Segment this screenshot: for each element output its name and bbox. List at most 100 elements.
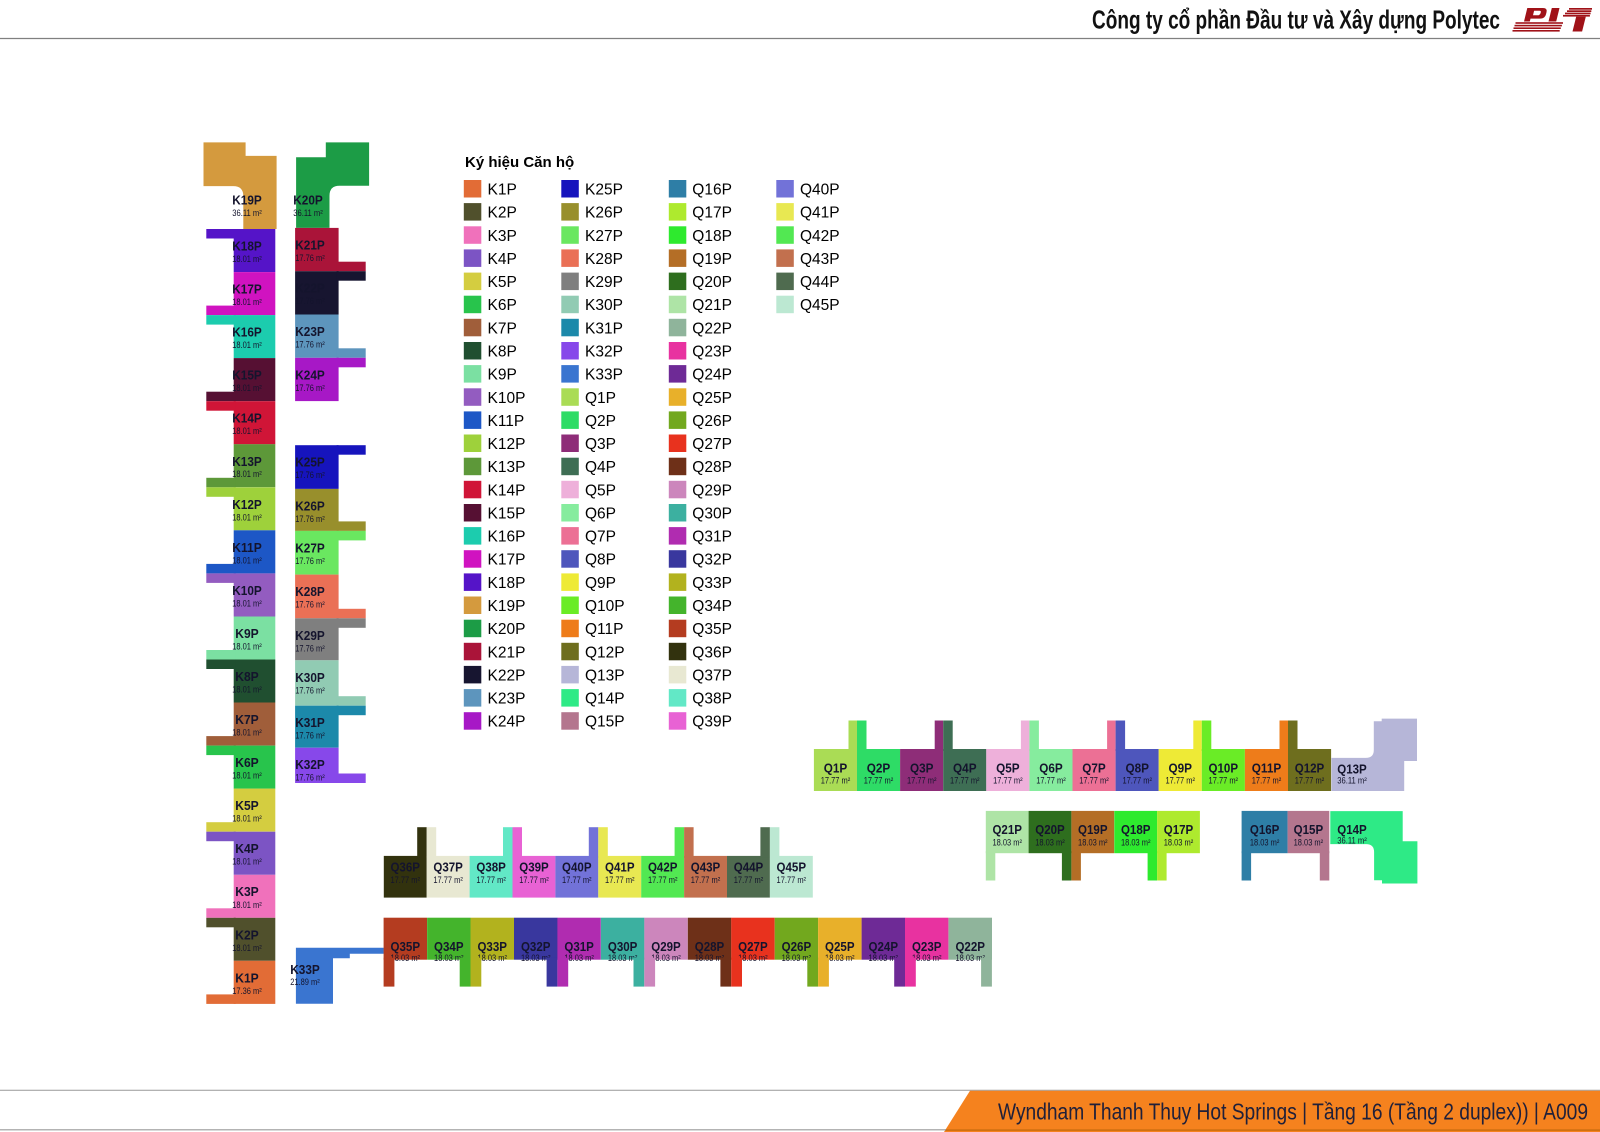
svg-text:18.03 m²: 18.03 m² (738, 953, 768, 963)
svg-text:Ký hiệu Căn hộ: Ký hiệu Căn hộ (465, 154, 574, 171)
svg-text:17.76 m²: 17.76 m² (295, 773, 325, 783)
svg-text:Q36P: Q36P (390, 861, 420, 875)
svg-text:17.77 m²: 17.77 m² (1079, 776, 1109, 786)
svg-text:18.03 m²: 18.03 m² (1250, 838, 1280, 848)
svg-text:K6P: K6P (235, 756, 259, 770)
svg-text:Q24P: Q24P (692, 367, 732, 384)
svg-text:Q10P: Q10P (585, 598, 625, 615)
svg-text:Q19P: Q19P (692, 251, 732, 268)
svg-text:K3P: K3P (488, 228, 517, 245)
svg-text:K11P: K11P (488, 413, 525, 430)
svg-text:Q20P: Q20P (692, 274, 732, 291)
svg-text:K14P: K14P (232, 412, 262, 426)
svg-text:K10P: K10P (232, 584, 262, 598)
svg-text:Q38P: Q38P (692, 691, 732, 708)
svg-text:Q31P: Q31P (692, 529, 732, 546)
svg-text:17.77 m²: 17.77 m² (390, 875, 420, 885)
svg-text:17.76 m²: 17.76 m² (295, 514, 325, 524)
svg-text:Q28P: Q28P (695, 940, 725, 954)
svg-text:K18P: K18P (488, 575, 526, 592)
svg-text:Q1P: Q1P (824, 762, 848, 776)
svg-text:K18P: K18P (232, 240, 262, 254)
svg-text:18.03 m²: 18.03 m² (782, 953, 812, 963)
svg-text:Q30P: Q30P (692, 506, 732, 523)
svg-text:Q40P: Q40P (562, 861, 592, 875)
svg-text:Q16P: Q16P (692, 182, 732, 199)
svg-text:K25P: K25P (585, 182, 623, 199)
svg-text:18.01 m²: 18.01 m² (232, 555, 262, 565)
svg-text:Q35P: Q35P (692, 621, 732, 638)
svg-text:17.77 m²: 17.77 m² (864, 776, 894, 786)
svg-text:17.77 m²: 17.77 m² (1252, 776, 1282, 786)
svg-text:18.01 m²: 18.01 m² (232, 943, 262, 953)
svg-text:K20P: K20P (293, 194, 323, 208)
svg-text:K21P: K21P (295, 238, 325, 252)
svg-text:K2P: K2P (488, 205, 517, 222)
svg-text:Q45P: Q45P (800, 297, 840, 314)
svg-text:Q32P: Q32P (521, 940, 551, 954)
svg-text:Q27P: Q27P (692, 436, 732, 453)
svg-text:Q22P: Q22P (692, 320, 732, 337)
svg-text:Q32P: Q32P (692, 552, 732, 569)
svg-text:Q44P: Q44P (734, 861, 764, 875)
svg-text:Q26P: Q26P (782, 940, 812, 954)
svg-text:Q7P: Q7P (1082, 762, 1106, 776)
svg-text:Q37P: Q37P (433, 861, 463, 875)
svg-text:18.03 m²: 18.03 m² (521, 953, 551, 963)
svg-text:K8P: K8P (488, 344, 517, 361)
svg-text:17.76 m²: 17.76 m² (295, 600, 325, 610)
svg-text:Q16P: Q16P (1250, 823, 1280, 837)
svg-text:18.03 m²: 18.03 m² (869, 953, 899, 963)
svg-text:K12P: K12P (232, 498, 262, 512)
svg-text:Q2P: Q2P (585, 413, 616, 430)
svg-text:K14P: K14P (488, 482, 526, 499)
svg-text:18.03 m²: 18.03 m² (992, 838, 1022, 848)
svg-text:18.03 m²: 18.03 m² (608, 953, 638, 963)
svg-text:18.03 m²: 18.03 m² (391, 953, 421, 963)
svg-text:Q29P: Q29P (692, 482, 732, 499)
svg-text:17.76 m²: 17.76 m² (295, 296, 325, 306)
svg-text:Q44P: Q44P (800, 274, 840, 291)
svg-text:17.76 m²: 17.76 m² (295, 340, 325, 350)
svg-text:18.01 m²: 18.01 m² (232, 728, 262, 738)
svg-text:18.01 m²: 18.01 m² (232, 512, 262, 522)
svg-text:17.77 m²: 17.77 m² (476, 875, 506, 885)
svg-text:18.01 m²: 18.01 m² (232, 642, 262, 652)
svg-text:Q41P: Q41P (605, 861, 635, 875)
svg-text:18.03 m²: 18.03 m² (825, 953, 855, 963)
svg-text:17.77 m²: 17.77 m² (691, 875, 721, 885)
svg-text:K28P: K28P (295, 585, 325, 599)
svg-text:K13P: K13P (232, 455, 262, 469)
svg-text:17.77 m²: 17.77 m² (519, 875, 549, 885)
svg-text:K16P: K16P (488, 529, 526, 546)
svg-text:Q37P: Q37P (692, 667, 732, 684)
svg-text:K17P: K17P (232, 283, 262, 297)
svg-text:K22P: K22P (488, 667, 526, 684)
svg-text:K25P: K25P (295, 456, 325, 470)
svg-text:K6P: K6P (488, 297, 517, 314)
svg-text:Q39P: Q39P (692, 714, 732, 731)
svg-text:K13P: K13P (488, 459, 526, 476)
svg-text:K33P: K33P (585, 367, 623, 384)
svg-text:K1P: K1P (235, 971, 259, 985)
svg-text:K20P: K20P (488, 621, 526, 638)
svg-text:K12P: K12P (488, 436, 526, 453)
svg-text:18.03 m²: 18.03 m² (912, 953, 942, 963)
svg-text:Q12P: Q12P (1295, 762, 1325, 776)
svg-text:Q35P: Q35P (391, 940, 421, 954)
svg-text:K1P: K1P (488, 182, 517, 199)
svg-text:Q42P: Q42P (800, 228, 840, 245)
svg-text:18.03 m²: 18.03 m² (1164, 838, 1194, 848)
svg-text:18.01 m²: 18.01 m² (232, 771, 262, 781)
svg-text:Q7P: Q7P (585, 529, 616, 546)
svg-text:18.01 m²: 18.01 m² (232, 598, 262, 608)
svg-text:K29P: K29P (295, 629, 325, 643)
svg-text:17.77 m²: 17.77 m² (734, 875, 764, 885)
svg-text:Q25P: Q25P (825, 940, 855, 954)
svg-text:18.01 m²: 18.01 m² (232, 340, 262, 350)
svg-text:17.77 m²: 17.77 m² (1295, 776, 1325, 786)
svg-text:18.03 m²: 18.03 m² (477, 953, 507, 963)
svg-text:K29P: K29P (585, 274, 623, 291)
svg-text:17.76 m²: 17.76 m² (295, 383, 325, 393)
svg-text:K26P: K26P (585, 205, 623, 222)
